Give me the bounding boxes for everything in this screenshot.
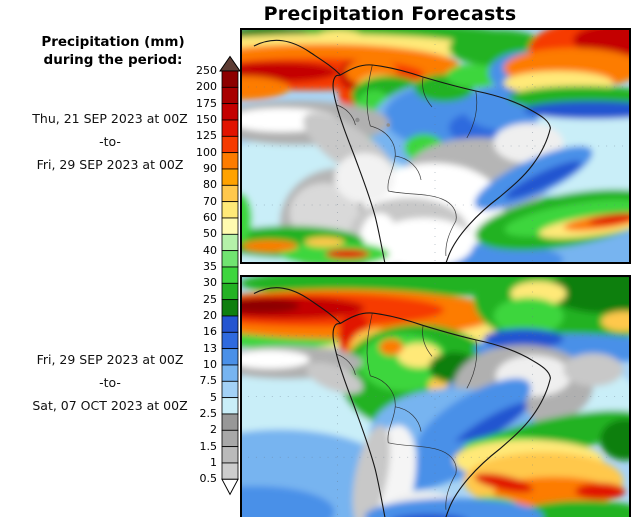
colorbar-tick-label: 25: [203, 292, 217, 306]
colorbar-band: [221, 266, 239, 284]
period-top-end: Fri, 29 SEP 2023 at 00Z: [36, 157, 184, 172]
colorbar-band: [221, 429, 239, 448]
colorbar-tick-label: 20: [203, 309, 217, 322]
colorbar-tick-label: 40: [203, 243, 217, 257]
period-bottom-separator: -to-: [99, 375, 121, 390]
colorbar-band: [221, 168, 239, 186]
colorbar-tick-label: 90: [203, 162, 217, 175]
period-bottom-start: Fri, 29 SEP 2023 at 00Z: [36, 352, 184, 367]
colorbar-band: [221, 103, 239, 121]
colorbar-band: [221, 184, 239, 203]
colorbar-tick-label: 10: [203, 358, 217, 371]
colorbar-tick-label: 150: [196, 113, 217, 126]
colorbar-tick-label: 1.5: [199, 439, 218, 453]
colorbar-tick-label: 250: [196, 64, 217, 77]
legend-heading-line2: during the period:: [43, 51, 183, 68]
period-top-separator: -to-: [99, 134, 121, 149]
colorbar-tick-label: 13: [203, 341, 217, 355]
colorbar-tick-label: 80: [203, 178, 217, 192]
colorbar-band: [221, 462, 239, 480]
colorbar-band: [221, 315, 239, 333]
colorbar-band: [221, 86, 239, 105]
colorbar-band: [221, 152, 239, 170]
map-frame: [240, 275, 631, 517]
page-title: Precipitation Forecasts: [263, 3, 517, 25]
colorbar-tick-label: 0.5: [199, 472, 218, 486]
colorbar-tick-label: 5: [210, 390, 217, 404]
colorbar-tick-label: 125: [196, 129, 217, 143]
period-label-top: Thu, 21 SEP 2023 at 00Z -to- Fri, 29 SEP…: [2, 107, 218, 176]
colorbar-band: [221, 135, 239, 154]
colorbar-band: [221, 348, 239, 366]
colorbar-tick-label: 70: [203, 194, 217, 208]
colorbar-band: [221, 299, 239, 317]
island-marker: [355, 117, 360, 123]
colorbar-arrow-below-min: [221, 478, 239, 496]
colorbar-tick-label: 35: [203, 260, 217, 273]
colorbar-band: [221, 364, 239, 382]
colorbar-tick-label: 1: [210, 456, 217, 469]
colorbar-band: [221, 380, 239, 399]
colorbar-tick-label: 60: [203, 211, 217, 224]
colorbar-band: [221, 201, 239, 219]
colorbar-tick-label: 2: [210, 423, 217, 437]
colorbar-tick-label: 200: [196, 80, 217, 94]
colorbar-band: [221, 119, 239, 137]
colorbar-tick-label: 16: [203, 325, 217, 339]
period-bottom-end: Sat, 07 OCT 2023 at 00Z: [32, 398, 188, 413]
colorbar-band: [221, 331, 239, 350]
map-bottom: [240, 275, 631, 517]
colorbar-band: [221, 217, 239, 235]
colorbar-arrow-above-max: [219, 55, 241, 72]
colorbar-tick-label: 175: [196, 96, 217, 110]
colorbar-tick-label: 7.5: [199, 374, 218, 388]
colorbar-tick-label: 50: [203, 227, 217, 241]
precip-field-top: [241, 29, 630, 263]
legend-heading: Precipitation (mm) during the period:: [15, 34, 211, 69]
period-top-start: Thu, 21 SEP 2023 at 00Z: [32, 111, 188, 126]
colorbar-band: [221, 446, 239, 464]
colorbar: [219, 55, 241, 496]
colorbar-band: [221, 250, 239, 268]
colorbar-tick-label: 100: [196, 145, 217, 159]
island-marker: [386, 123, 391, 127]
precip-field-bottom: [241, 276, 630, 517]
colorbar-band: [221, 282, 239, 301]
period-label-bottom: Fri, 29 SEP 2023 at 00Z -to- Sat, 07 OCT…: [2, 348, 218, 417]
colorbar-tick-label: 30: [203, 276, 217, 290]
legend-heading-line1: Precipitation (mm): [41, 34, 185, 50]
map-frame: [240, 28, 631, 264]
colorbar-band: [221, 70, 239, 88]
colorbar-band: [221, 413, 239, 431]
map-top: [240, 28, 631, 264]
colorbar-band: [221, 397, 239, 415]
colorbar-tick-label: 2.5: [199, 407, 218, 420]
colorbar-band: [221, 233, 239, 252]
